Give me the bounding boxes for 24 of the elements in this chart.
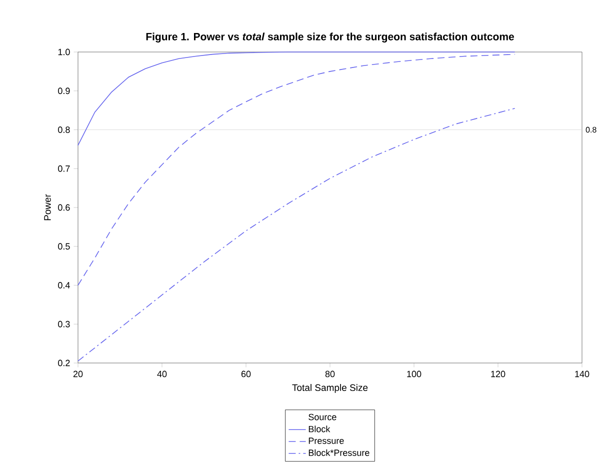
- chart-title: Figure 1. Power vs total sample size for the surgeon satisfaction outcome: [146, 32, 514, 42]
- legend-label: Pressure: [308, 438, 344, 444]
- y-axis-title: Power: [44, 194, 51, 220]
- y-tick-label: 0.7: [58, 165, 70, 172]
- x-tick-label: 140: [575, 370, 590, 378]
- y-tick-label: 0.3: [58, 320, 70, 328]
- x-tick-label: 40: [157, 370, 167, 378]
- x-axis-title: Total Sample Size: [292, 384, 368, 393]
- y-tick-label: 0.5: [58, 243, 70, 250]
- x-tick-label: 120: [491, 370, 506, 378]
- y-tick-label: 0.4: [58, 282, 70, 288]
- y-tick-label: 0.6: [58, 204, 70, 211]
- x-tick-label: 20: [73, 370, 83, 378]
- y-tick-label: 0.9: [58, 88, 70, 94]
- y-tick-label: 0.2: [58, 360, 70, 366]
- legend-title: Source: [308, 414, 336, 420]
- x-tick-label: 60: [241, 370, 251, 378]
- y-tick-label: 1.0: [58, 48, 70, 56]
- ref-line-label: 0.8: [586, 126, 596, 133]
- x-tick-label: 100: [407, 370, 422, 378]
- legend-label: Block*Pressure: [308, 449, 370, 456]
- y-tick-label: 0.8: [58, 126, 70, 133]
- x-tick-label: 80: [325, 370, 335, 378]
- legend-label: Block: [308, 426, 330, 432]
